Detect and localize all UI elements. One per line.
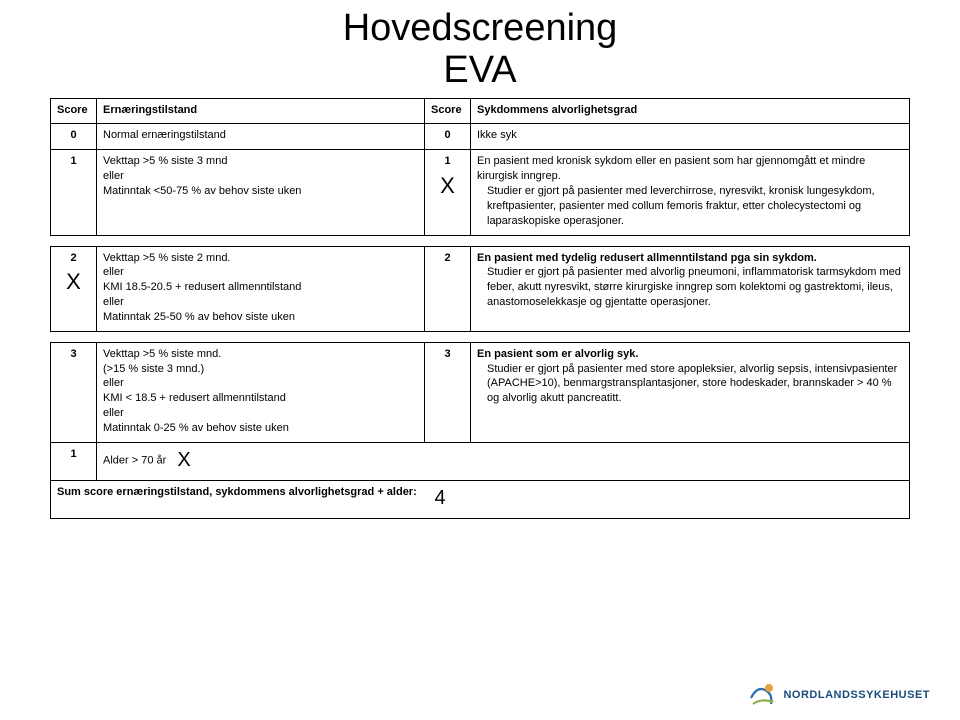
row3-left-l1: Vekttap >5 % siste mnd. [103, 348, 221, 360]
hospital-logo-text: NORDLANDSSYKEHUSET [783, 689, 930, 701]
hospital-logo: NORDLANDSSYKEHUSET [747, 680, 930, 710]
row1-right-l1: En pasient med kronisk sykdom eller en p… [477, 155, 865, 182]
row3-left-l5: eller [103, 407, 124, 419]
row2-score-right: 2 [425, 246, 471, 331]
title-line-2: EVA [443, 49, 516, 91]
row1-right-l2: Studier er gjort på pasienter med leverc… [477, 184, 903, 229]
sum-label-cell: Sum score ernæringstilstand, sykdommens … [51, 480, 425, 518]
sum-value-cell: 4 [425, 480, 910, 518]
row3-score-left: 3 [51, 342, 97, 442]
row3-left-l2: (>15 % siste 3 mnd.) [103, 363, 204, 375]
screening-table-block-3: 3 Vekttap >5 % siste mnd. (>15 % siste 3… [50, 342, 910, 519]
sum-value: 4 [431, 487, 446, 509]
age-score: 1 [51, 442, 97, 480]
age-label: Alder > 70 år [103, 454, 166, 466]
row0-left: Normal ernæringstilstand [97, 124, 425, 150]
sum-label: Sum score ernæringstilstand, sykdommens … [57, 486, 417, 498]
age-x: X [169, 449, 190, 471]
row1-right: En pasient med kronisk sykdom eller en p… [471, 150, 910, 235]
header-disease: Sykdommens alvorlighetsgrad [471, 98, 910, 124]
row2-left-l1: Vekttap >5 % siste 2 mnd. [103, 252, 231, 264]
row1-left-l2: eller [103, 170, 124, 182]
row2-left-l3: KMI 18.5-20.5 + redusert allmenntilstand [103, 281, 301, 293]
row1-x-right: X [431, 171, 464, 201]
row3-right: En pasient som er alvorlig syk. Studier … [471, 342, 910, 442]
row3-right-bold: En pasient som er alvorlig syk. [477, 348, 638, 360]
row2-right: En pasient med tydelig redusert allmennt… [471, 246, 910, 331]
row2-left-l5: Matinntak 25-50 % av behov siste uken [103, 311, 295, 323]
row3-left-l3: eller [103, 377, 124, 389]
header-score-left: Score [51, 98, 97, 124]
row1-score-right: 1 X [425, 150, 471, 235]
row3-right-l2: Studier er gjort på pasienter med store … [477, 362, 903, 407]
row1-left: Vekttap >5 % siste 3 mnd eller Matinntak… [97, 150, 425, 235]
row2-score-left-num: 2 [70, 252, 76, 264]
row1-left-l1: Vekttap >5 % siste 3 mnd [103, 155, 227, 167]
content-area: Score Ernæringstilstand Score Sykdommens… [0, 92, 960, 519]
age-cell: Alder > 70 år X [97, 442, 910, 480]
row2-left-l2: eller [103, 266, 124, 278]
row2-left: Vekttap >5 % siste 2 mnd. eller KMI 18.5… [97, 246, 425, 331]
row0-right: Ikke syk [471, 124, 910, 150]
row2-score-left: 2 X [51, 246, 97, 331]
row0-score-right: 0 [425, 124, 471, 150]
row2-right-bold: En pasient med tydelig redusert allmennt… [477, 252, 817, 264]
title-line-1: Hovedscreening [343, 7, 618, 49]
row3-left-l4: KMI < 18.5 + redusert allmenntilstand [103, 392, 286, 404]
screening-table-block-2: 2 X Vekttap >5 % siste 2 mnd. eller KMI … [50, 246, 910, 332]
row1-left-l3: Matinntak <50-75 % av behov siste uken [103, 185, 301, 197]
row3-left-l6: Matinntak 0-25 % av behov siste uken [103, 422, 289, 434]
header-nutrition: Ernæringstilstand [97, 98, 425, 124]
header-score-right: Score [425, 98, 471, 124]
row3-score-right: 3 [425, 342, 471, 442]
row1-score-left: 1 [51, 150, 97, 235]
row2-left-l4: eller [103, 296, 124, 308]
hospital-logo-icon [747, 680, 777, 710]
row0-score-left: 0 [51, 124, 97, 150]
row2-x-left: X [57, 267, 90, 297]
screening-table-block-1: Score Ernæringstilstand Score Sykdommens… [50, 98, 910, 236]
row1-score-right-num: 1 [444, 155, 450, 167]
row2-right-l2: Studier er gjort på pasienter med alvorl… [477, 265, 903, 310]
row3-left: Vekttap >5 % siste mnd. (>15 % siste 3 m… [97, 342, 425, 442]
